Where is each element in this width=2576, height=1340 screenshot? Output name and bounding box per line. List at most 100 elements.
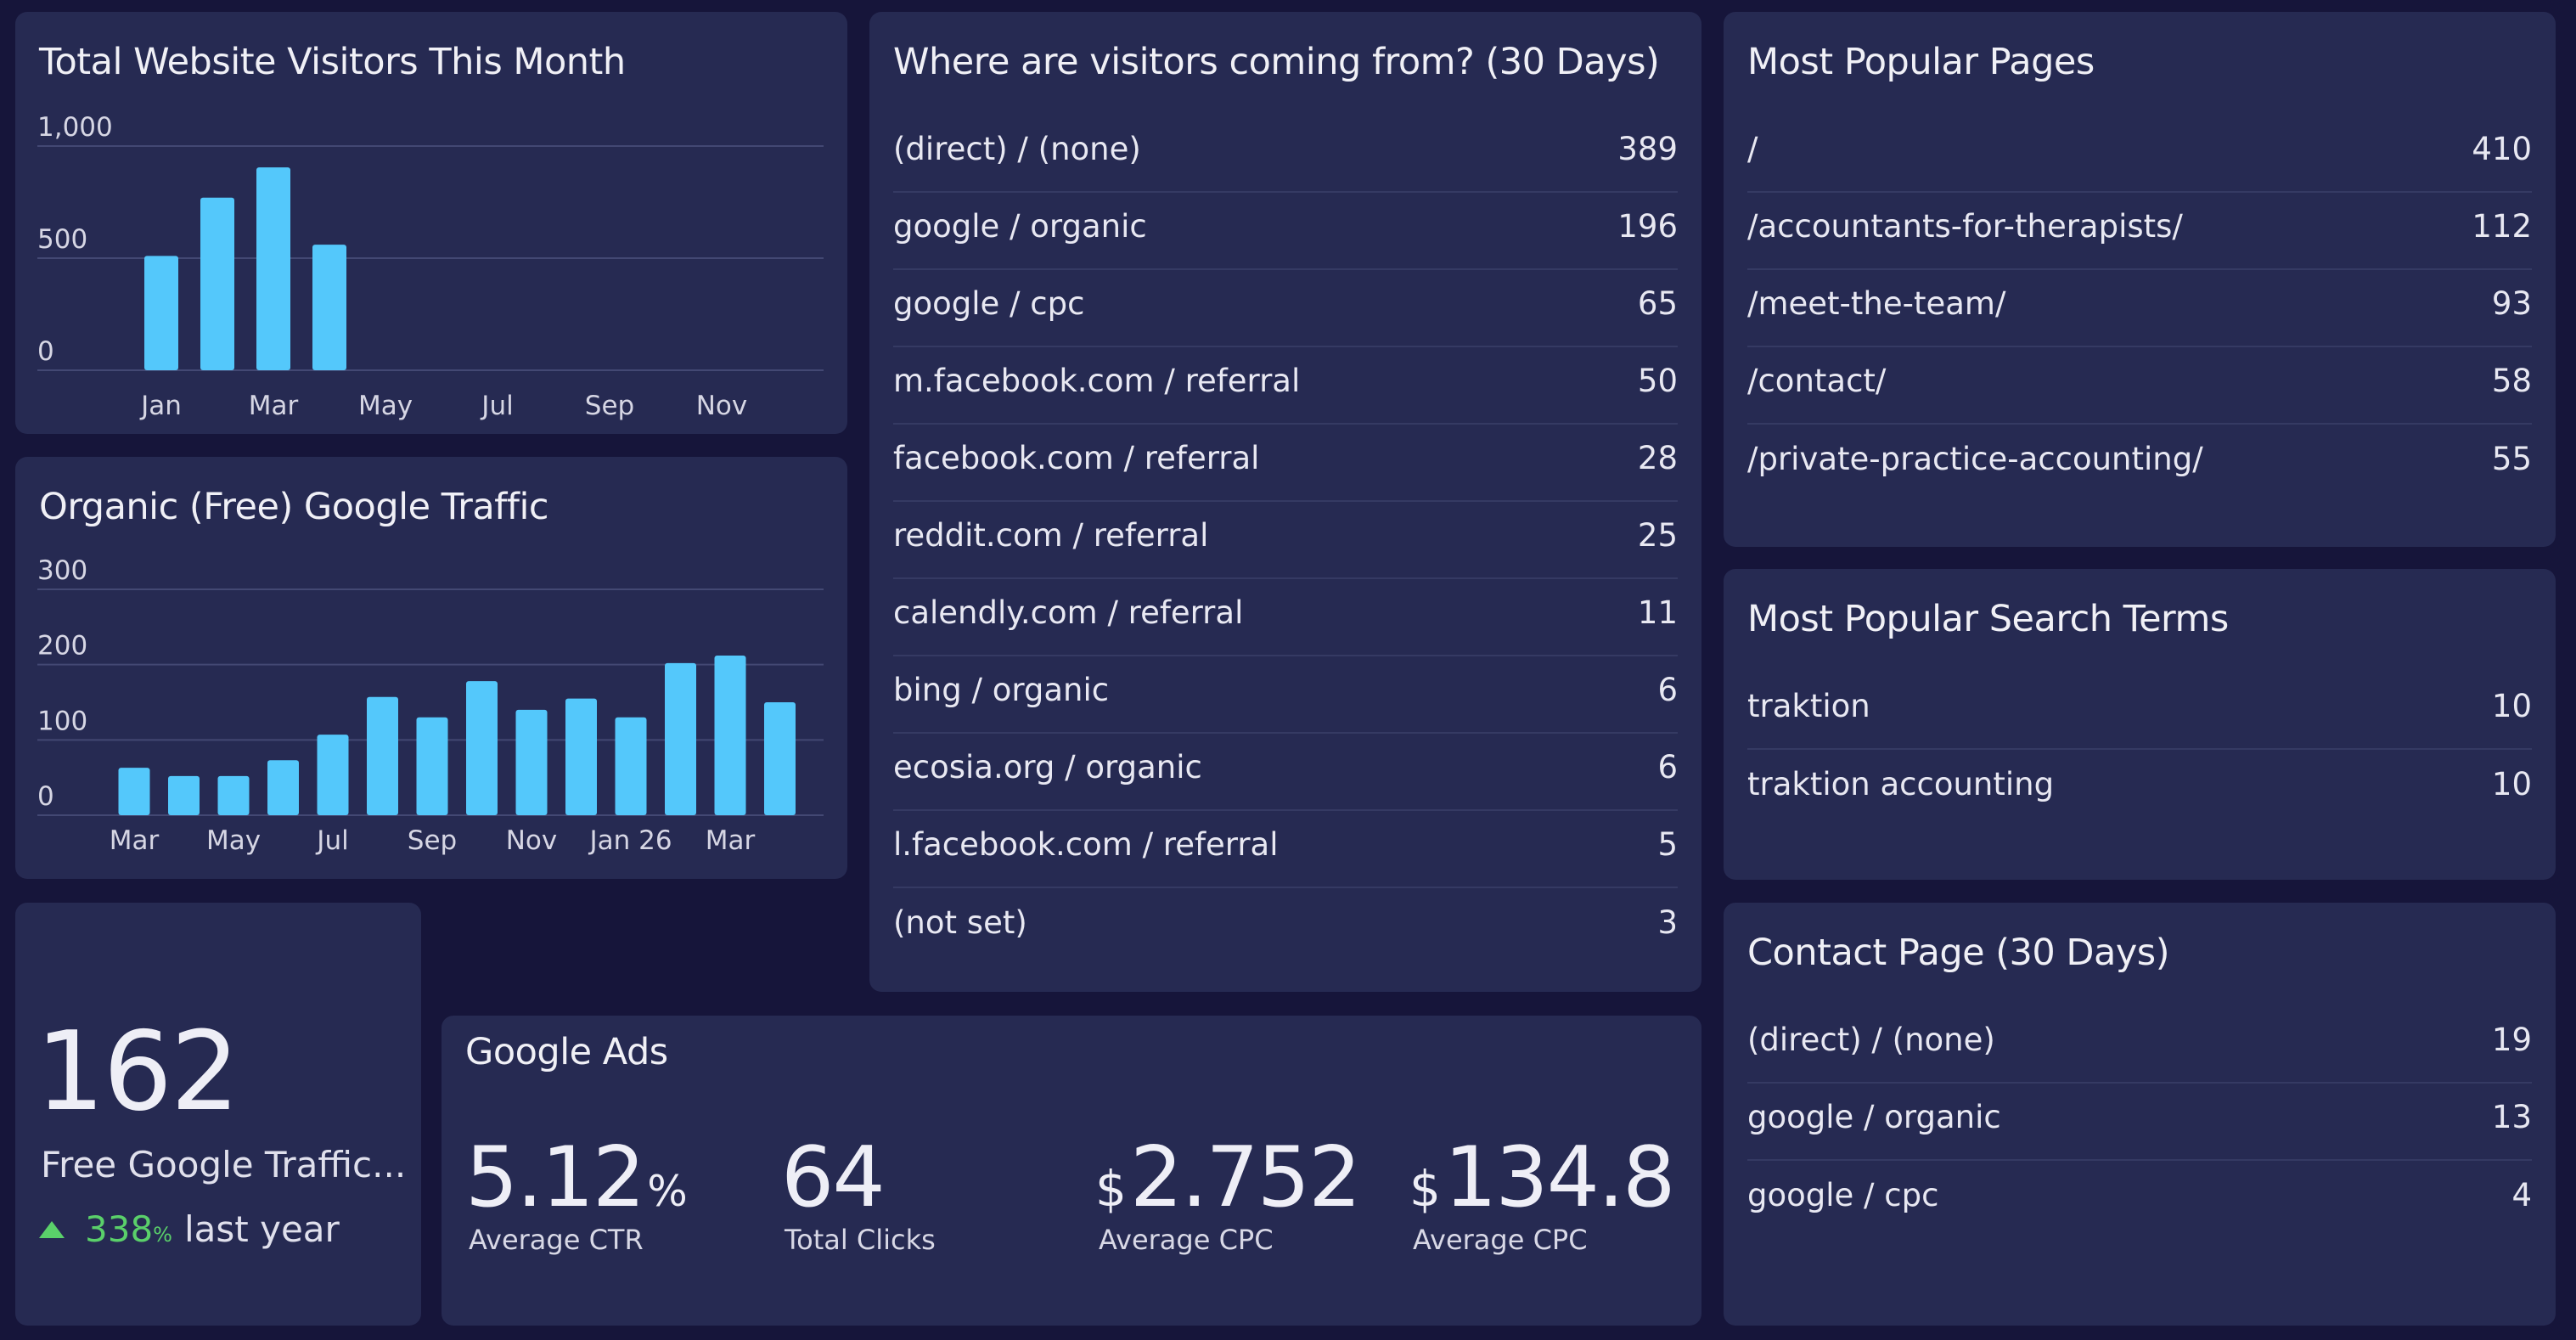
organic-bar [515,709,548,815]
contact-row: google / organic 13 [1747,1084,2532,1161]
pages-row-label: / [1747,131,1758,167]
sources-row-label: ecosia.org / organic [893,749,1202,785]
pages-row-label: /accountants-for-therapists/ [1747,208,2183,245]
organic-bar [665,662,696,815]
kpi-label: Free Google Traffic... [41,1144,407,1185]
visitors-x-tick-label: Jul [480,391,513,421]
visitors-x-tick-label: May [358,391,413,421]
kpi-value: 162 [36,1009,239,1135]
sources-title: Where are visitors coming from? (30 Days… [893,41,1660,83]
sources-list: (direct) / (none) 389 google / organic 196 g… [893,115,1678,966]
ads-metric-label: Average CPC [1413,1223,1588,1256]
organic-bar [416,717,448,815]
sources-row-label: calendly.com / referral [893,594,1244,631]
visitors-bar [312,245,346,370]
organic-y-tick-label: 100 [37,706,87,736]
ads-metric-label: Average CPC [1099,1223,1274,1256]
organic-x-tick-label: Mar [110,825,160,856]
search-terms-title: Most Popular Search Terms [1747,598,2229,640]
sources-row-value: 196 [1617,208,1678,245]
contact-row-value: 19 [2491,1022,2532,1058]
organic-bar [714,656,746,815]
sources-row: google / cpc 65 [893,270,1678,347]
contact-card: Contact Page (30 Days) (direct) / (none)… [1724,903,2556,1326]
pages-row-label: /private-practice-accounting/ [1747,441,2203,477]
visitors-bar [256,167,290,370]
sources-row-label: google / cpc [893,285,1085,322]
ads-metric: 5.12% Average CTR [465,1134,688,1256]
visitors-y-tick-label: 500 [37,224,87,255]
google-ads-title: Google Ads [465,1031,668,1073]
organic-x-tick-label: May [206,825,261,856]
sources-row-value: 65 [1637,285,1678,322]
sources-row-label: l.facebook.com / referral [893,826,1279,863]
contact-row-value: 4 [2511,1177,2532,1213]
sources-row: google / organic 196 [893,193,1678,270]
pages-row-value: 93 [2491,285,2532,322]
sources-row-label: m.facebook.com / referral [893,363,1301,399]
organic-bar [764,702,796,815]
search-terms-row-label: traktion accounting [1747,766,2055,802]
sources-row: (direct) / (none) 389 [893,115,1678,193]
organic-x-tick-label: Nov [506,825,558,856]
pages-row: /meet-the-team/93 [1747,270,2532,347]
visitors-x-tick-label: Sep [585,391,634,421]
sources-row-label: (not set) [893,904,1027,941]
visitors-x-tick-label: Mar [249,391,299,421]
contact-row-value: 13 [2491,1099,2532,1135]
sources-row-value: 3 [1657,904,1678,941]
visitors-x-tick-label: Nov [696,391,748,421]
organic-y-tick-label: 0 [37,781,54,812]
search-terms-list: traktion 10 traktion accounting 10 [1747,673,2532,827]
pages-row-value: 112 [2472,208,2532,245]
sources-row: ecosia.org / organic 6 [893,734,1678,811]
visitors-y-tick-label: 1,000 [37,112,113,143]
organic-x-tick-label: Mar [706,825,756,856]
organic-bar [168,775,200,815]
organic-x-tick-label: Sep [408,825,457,856]
sources-row-label: (direct) / (none) [893,131,1141,167]
kpi-change-unit: % [153,1223,172,1247]
pages-row: /private-practice-accounting/55 [1747,425,2532,502]
sources-row: (not set) 3 [893,888,1678,966]
contact-row-label: google / organic [1747,1099,2001,1135]
organic-title: Organic (Free) Google Traffic [39,486,549,528]
pages-row-label: /meet-the-team/ [1747,285,2006,322]
visitors-x-tick-label: Jan [139,391,182,421]
pages-list: / 410/accountants-for-therapists/112/meet… [1747,115,2532,502]
sources-row-value: 28 [1637,440,1678,476]
organic-bar [466,681,498,815]
kpi-card: 162 Free Google Traffic... 338 % last ye… [15,903,421,1326]
ads-metric-value: 2.752 [1129,1129,1362,1226]
sources-row-label: facebook.com / referral [893,440,1260,476]
search-terms-card: Most Popular Search Terms traktion 10 trak… [1724,569,2556,880]
ads-metric-value: 64 [781,1129,886,1226]
ads-metric-value: 134.8 [1443,1129,1676,1226]
sources-row-value: 6 [1657,749,1678,785]
organic-y-tick-label: 300 [37,555,87,586]
google-ads-card: Google Ads 5.12% Average CTR 64 Total Click… [442,1016,1701,1326]
sources-row-value: 11 [1637,594,1678,631]
pages-row-label: /contact/ [1747,363,1887,399]
search-terms-row-value: 10 [2491,766,2532,802]
kpi-change: 338 % last year [37,1208,340,1250]
ads-metric: $134.8 Average CPC [1409,1129,1676,1256]
organic-bar [217,775,250,815]
search-terms-row-value: 10 [2491,688,2532,724]
visitors-card: Total Website Visitors This Month 0 500 1,… [15,12,847,434]
contact-row-label: google / cpc [1747,1177,1939,1213]
kpi-change-value: 338 [85,1208,154,1250]
search-terms-row: traktion 10 [1747,673,2532,750]
search-terms-row-label: traktion [1747,688,1870,724]
organic-y-tick-label: 200 [37,631,87,662]
organic-bar [118,768,150,815]
pages-row-value: 58 [2491,363,2532,399]
kpi-change-suffix: last year [183,1208,340,1250]
contact-row-label: (direct) / (none) [1747,1022,1995,1058]
contact-row: (direct) / (none) 19 [1747,1006,2532,1084]
organic-bar [565,698,597,815]
sources-row: bing / organic 6 [893,656,1678,734]
organic-bar [267,760,299,815]
sources-row-value: 50 [1637,363,1678,399]
visitors-y-tick-label: 0 [37,336,54,367]
